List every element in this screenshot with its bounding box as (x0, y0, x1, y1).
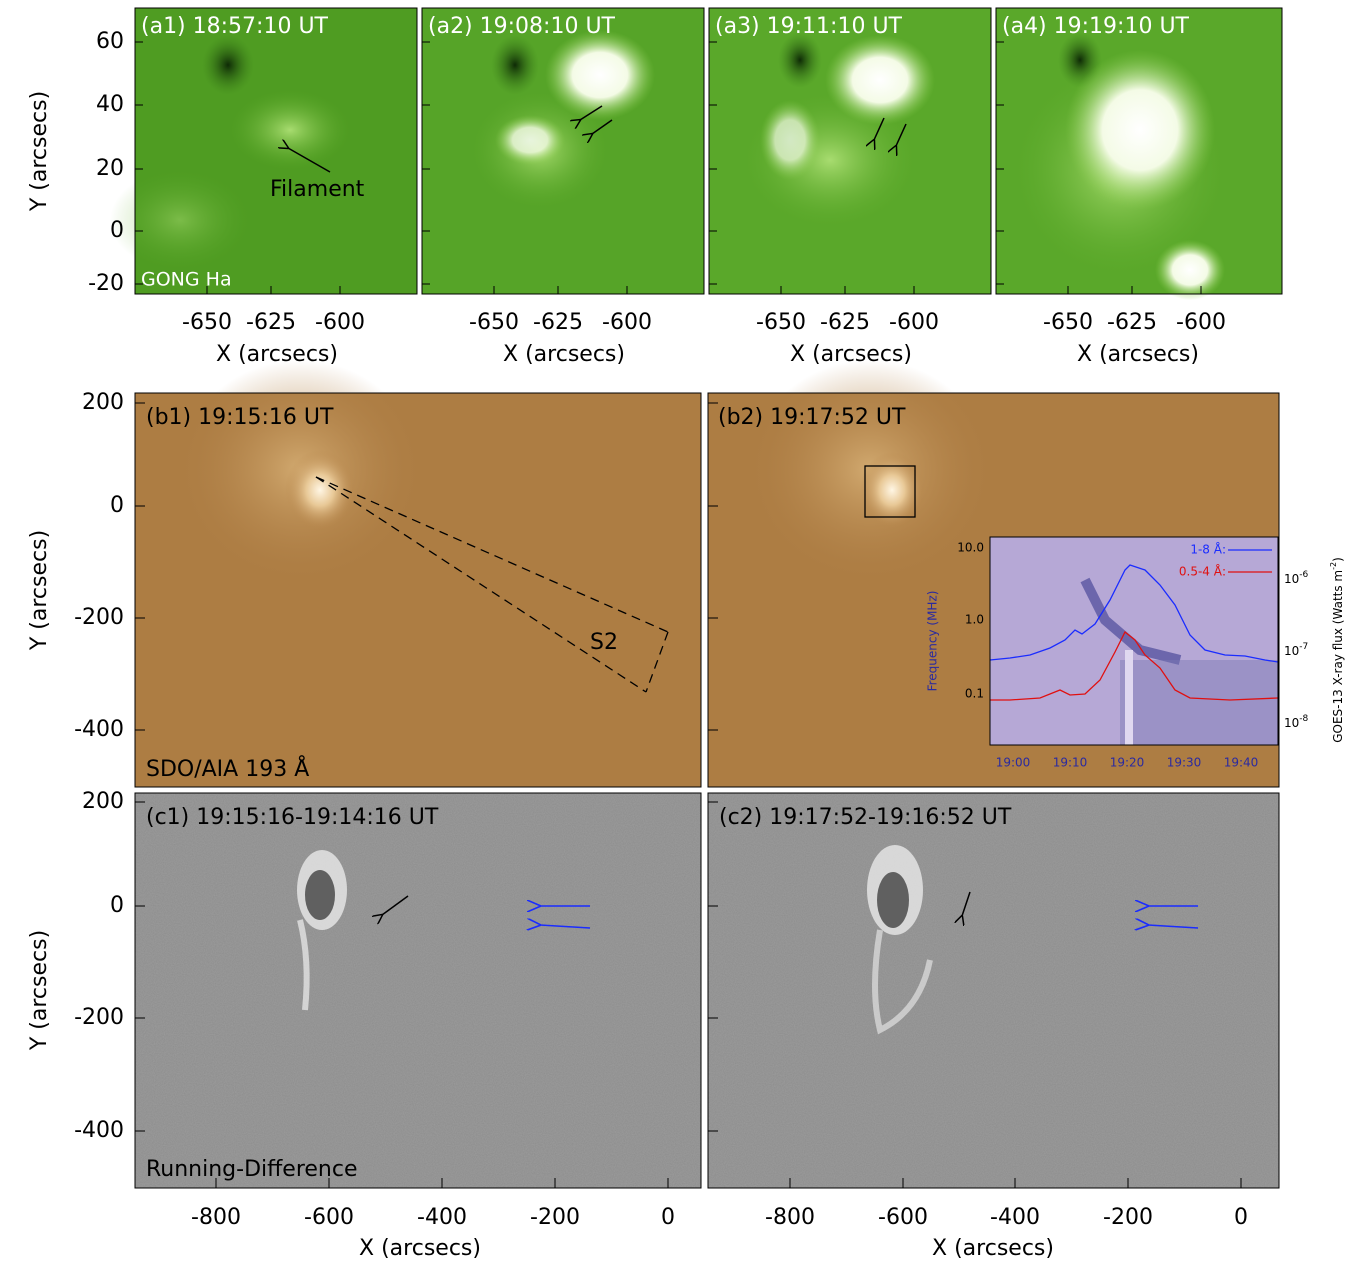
label-close: ) (1331, 557, 1345, 562)
panel-c1-image (135, 793, 701, 1188)
x-tick-label: -800 (765, 1205, 815, 1230)
panel-title: (c2) 19:17:52-19:16:52 UT (719, 805, 1012, 830)
legend-label: 0.5-4 Å: (1179, 564, 1226, 579)
x-tick-label: -650 (182, 310, 232, 335)
y-tick-label: -400 (74, 1118, 124, 1143)
tick-exponent: -7 (1299, 642, 1308, 652)
y-tick-label: -200 (74, 1005, 124, 1030)
x-tick-label: 0 (661, 1205, 675, 1230)
label-exponent: -2 (1329, 562, 1338, 570)
legend-label: 1-8 Å: (1190, 542, 1226, 557)
tick-base: 10 (1284, 716, 1299, 730)
x-tick-label: -650 (756, 310, 806, 335)
panel-a1-image (110, 8, 417, 294)
instrument-label: SDO/AIA 193 Å (146, 755, 309, 782)
panel-title: (b2) 19:17:52 UT (718, 405, 906, 430)
panel-a2-image (422, 8, 704, 294)
y-tick-label: -20 (88, 271, 124, 296)
x-tick-label: -625 (1107, 310, 1157, 335)
panel-title: (b1) 19:15:16 UT (146, 405, 334, 430)
x-tick-label: -600 (878, 1205, 928, 1230)
panel-a4-image (996, 8, 1282, 300)
y-tick-label: 0 (110, 493, 124, 518)
inset-y-label: Frequency (MHz) (926, 591, 940, 692)
filament-label: Filament (270, 177, 365, 202)
x-tick-label: -600 (304, 1205, 354, 1230)
instrument-label: GONG Ha (141, 269, 232, 291)
y-tick-label: 20 (96, 156, 124, 181)
x-axis-label: X (arcsecs) (359, 1236, 481, 1261)
panel-title: (c1) 19:15:16-19:14:16 UT (146, 805, 439, 830)
tick-exponent: -8 (1299, 714, 1308, 724)
x-tick-label: -600 (1176, 310, 1226, 335)
y-tick-label: 0 (110, 893, 124, 918)
x-tick-label: -600 (889, 310, 939, 335)
panel-c2-image (708, 793, 1279, 1188)
inset-x-tick-label: 19:00 (996, 756, 1031, 770)
panel-title: (a1) 18:57:10 UT (141, 14, 329, 39)
instrument-label: Running-Difference (146, 1157, 358, 1182)
inset-x-tick-label: 19:30 (1167, 756, 1202, 770)
x-tick-label: -650 (469, 310, 519, 335)
x-tick-label: -625 (820, 310, 870, 335)
x-tick-label: -200 (1103, 1205, 1153, 1230)
inset-x-tick-label: 19:20 (1110, 756, 1145, 770)
y-axis-label: Y (arcsecs) (27, 530, 52, 651)
x-axis-label: X (arcsecs) (790, 342, 912, 367)
y-tick-label: 200 (82, 390, 124, 415)
y-tick-label: 200 (82, 789, 124, 814)
y-tick-label: 40 (96, 92, 124, 117)
y-tick-label: -400 (74, 717, 124, 742)
inset-x-tick-label: 19:10 (1053, 756, 1088, 770)
x-axis-label: X (arcsecs) (503, 342, 625, 367)
inset-y2-tick-label: 10-8 (1284, 714, 1309, 730)
inset-y-tick-label: 10.0 (957, 541, 984, 555)
inset-x-tick-label: 19:40 (1224, 756, 1259, 770)
x-tick-label: -200 (530, 1205, 580, 1230)
figure: Filament GONG Ha SDO/AIA 193 Å S2 Runnin… (0, 0, 1348, 1264)
y-axis-label: Y (arcsecs) (27, 930, 52, 1051)
x-tick-label: -400 (990, 1205, 1040, 1230)
x-tick-label: -625 (533, 310, 583, 335)
x-tick-label: -625 (246, 310, 296, 335)
y-tick-label: -200 (74, 605, 124, 630)
inset-y-tick-label: 1.0 (965, 613, 984, 627)
tick-base: 10 (1284, 644, 1299, 658)
x-tick-label: -650 (1043, 310, 1093, 335)
y-axis-label: Y (arcsecs) (27, 91, 52, 212)
x-tick-label: -800 (191, 1205, 241, 1230)
inset-y2-tick-label: 10-7 (1284, 642, 1308, 658)
x-axis-label: X (arcsecs) (1077, 342, 1199, 367)
inset-y2-label: GOES-13 X-ray flux (Watts m-2) (1329, 557, 1345, 743)
y-tick-label: 0 (110, 218, 124, 243)
inset-y2-tick-label: 10-6 (1284, 570, 1309, 586)
x-tick-label: -600 (602, 310, 652, 335)
x-axis-label: X (arcsecs) (216, 342, 338, 367)
inset-y-tick-label: 0.1 (965, 687, 984, 701)
panel-a3-image (709, 8, 991, 294)
panel-title: (a4) 19:19:10 UT (1002, 14, 1190, 39)
y-tick-label: 60 (96, 29, 124, 54)
inset-spectrum (990, 537, 1278, 745)
x-tick-label: 0 (1234, 1205, 1248, 1230)
panel-title: (a3) 19:11:10 UT (715, 14, 903, 39)
slit-label: S2 (590, 630, 618, 655)
panel-title: (a2) 19:08:10 UT (428, 14, 616, 39)
x-axis-label: X (arcsecs) (932, 1236, 1054, 1261)
x-tick-label: -400 (417, 1205, 467, 1230)
tick-exponent: -6 (1299, 570, 1308, 580)
label-text: GOES-13 X-ray flux (Watts m (1331, 570, 1345, 743)
x-tick-label: -600 (315, 310, 365, 335)
tick-base: 10 (1284, 572, 1299, 586)
